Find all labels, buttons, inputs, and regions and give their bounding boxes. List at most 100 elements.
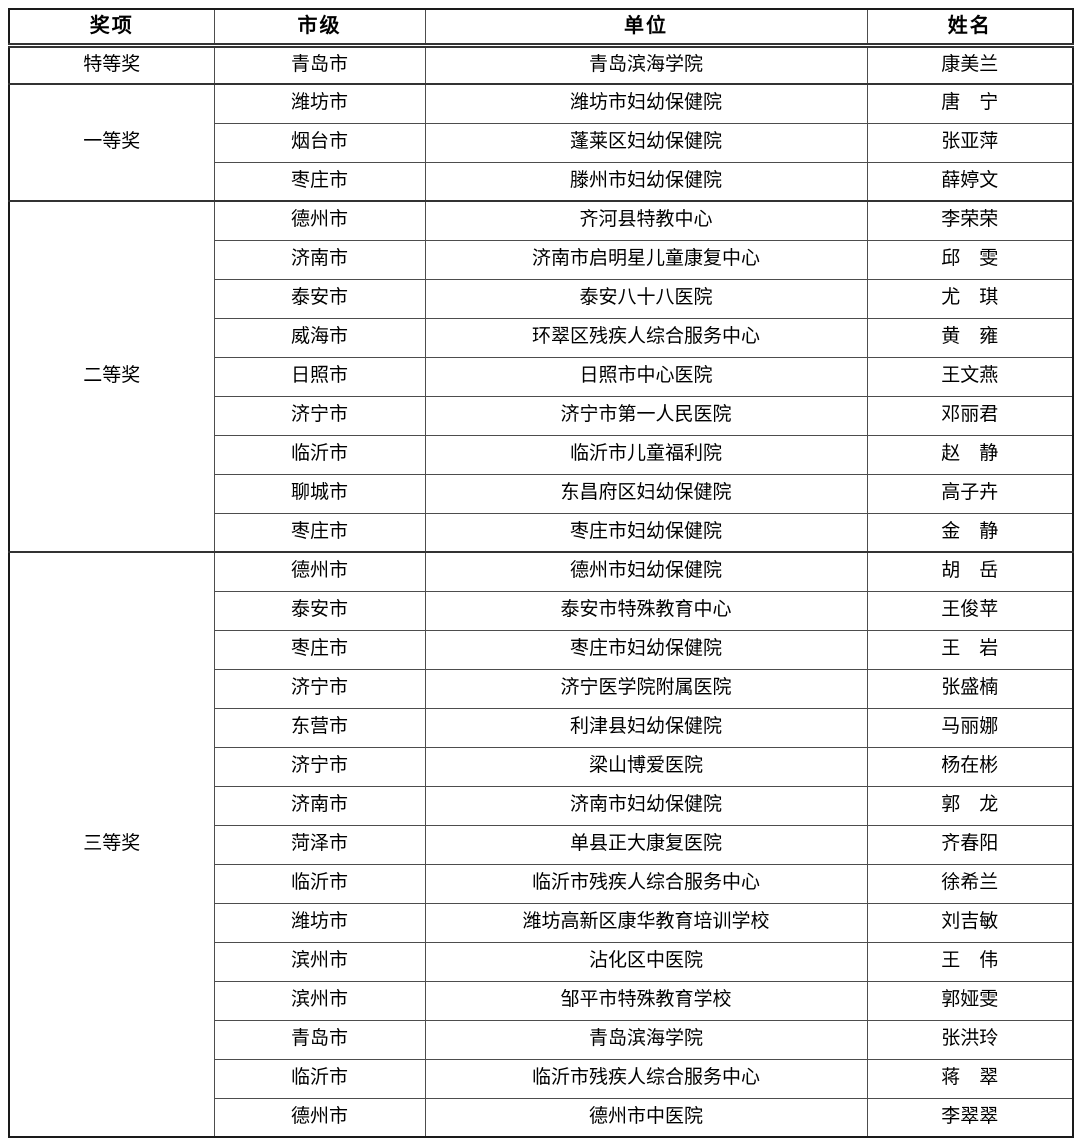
city-cell: 菏泽市 [213,824,426,865]
name-cell: 张亚萍 [866,122,1074,163]
unit-cell: 泰安八十八医院 [424,278,868,319]
city-cell: 烟台市 [213,122,426,163]
city-cell: 泰安市 [213,590,426,631]
unit-cell: 济宁市第一人民医院 [424,395,868,436]
table-row: 滨州市 沾化区中医院王 伟 [9,941,1074,982]
header-cell-name: 姓名 [866,8,1074,48]
unit-cell: 单县正大康复医院 [424,824,868,865]
unit-cell: 潍坊市妇幼保健院 [424,83,868,124]
unit-cell: 日照市中心医院 [424,356,868,397]
name-cell: 王 岩 [866,629,1074,670]
table-row: 青岛市 青岛滨海学院 张洪玲 [9,1019,1074,1060]
header-cell-award: 奖项 [8,8,215,48]
name-cell: 薛婷文 [866,161,1074,202]
name-cell: 马丽娜 [866,707,1074,748]
name-cell: 李翠翠 [866,1097,1074,1138]
name-cell: 高子卉 [866,473,1074,514]
unit-cell: 枣庄市妇幼保健院 [424,512,868,553]
unit-cell: 沾化区中医院 [424,941,868,982]
name-cell: 徐希兰 [866,863,1074,904]
unit-cell: 齐河县特教中心 [424,200,868,241]
name-cell: 郭 龙 [866,785,1074,826]
table-row: 泰安市 泰安八十八医院尤 琪 [9,278,1074,319]
name-cell: 刘吉敏 [866,902,1074,943]
table-row: 枣庄市 滕州市妇幼保健院 薛婷文 [9,161,1074,202]
table-row: 日照市 日照市中心医院 王文燕 [9,356,1074,397]
header-cell-city: 市级 [213,8,426,48]
name-cell: 康美兰 [866,44,1074,85]
city-cell: 临沂市 [213,863,426,904]
name-cell: 郭娅雯 [866,980,1074,1021]
table-row: 济南市 济南市妇幼保健院郭 龙 [9,785,1074,826]
city-cell: 德州市 [213,200,426,241]
city-cell: 德州市 [213,1097,426,1138]
table-row: 德州市 德州市中医院 李翠翠 [9,1097,1074,1138]
city-cell: 潍坊市 [213,902,426,943]
name-cell: 王俊苹 [866,590,1074,631]
header-cell-unit: 单位 [424,8,868,48]
awards-table: 奖项 市级 单位 姓名 特等奖 青岛市 青岛滨海学院 康美兰 一等奖 潍坊市 潍坊市妇幼保健… [8,8,1074,1138]
city-cell: 枣庄市 [213,629,426,670]
city-cell: 枣庄市 [213,161,426,202]
unit-cell: 青岛滨海学院 [424,1019,868,1060]
unit-cell: 梁山博爱医院 [424,746,868,787]
table-row: 济宁市 济宁市第一人民医院 邓丽君 [9,395,1074,436]
award-group-cell: 三等奖 [8,551,215,1138]
name-cell: 杨在彬 [866,746,1074,787]
city-cell: 济南市 [213,785,426,826]
name-cell: 张盛楠 [866,668,1074,709]
city-cell: 济宁市 [213,395,426,436]
name-cell: 黄 雍 [866,317,1074,358]
city-cell: 青岛市 [213,44,426,85]
city-cell: 泰安市 [213,278,426,319]
name-cell: 胡 岳 [866,551,1074,592]
city-cell: 青岛市 [213,1019,426,1060]
unit-cell: 济南市妇幼保健院 [424,785,868,826]
table-row: 二等奖 德州市 齐河县特教中心 李荣荣 [8,200,1074,553]
table-row: 济宁市 梁山博爱医院 杨在彬 [9,746,1074,787]
unit-cell: 济南市启明星儿童康复中心 [424,239,868,280]
award-group-cell: 二等奖 [8,200,215,553]
table-row: 菏泽市 单县正大康复医院 齐春阳 [9,824,1074,865]
name-cell: 邓丽君 [866,395,1074,436]
name-cell: 金 静 [866,512,1074,553]
unit-cell: 青岛滨海学院 [424,44,868,85]
table-row: 潍坊市 潍坊高新区康华教育培训学校 刘吉敏 [9,902,1074,943]
city-cell: 济宁市 [213,668,426,709]
unit-cell: 临沂市残疾人综合服务中心 [424,863,868,904]
city-cell: 济宁市 [213,746,426,787]
name-cell: 王 伟 [866,941,1074,982]
award-group-cell: 特等奖 [8,44,215,85]
name-cell: 赵 静 [866,434,1074,475]
city-cell: 德州市 [213,551,426,592]
table-row: 临沂市 临沂市残疾人综合服务中心 徐希兰 [9,863,1074,904]
unit-cell: 德州市中医院 [424,1097,868,1138]
city-cell: 东营市 [213,707,426,748]
unit-cell: 潍坊高新区康华教育培训学校 [424,902,868,943]
table-row: 一等奖 潍坊市 潍坊市妇幼保健院唐 宁 [8,83,1074,202]
table-row: 济南市 济南市启明星儿童康复中心邱 雯 [9,239,1074,280]
unit-cell: 蓬莱区妇幼保健院 [424,122,868,163]
table-row: 枣庄市 枣庄市妇幼保健院金 静 [9,512,1074,553]
city-cell: 济南市 [213,239,426,280]
table-row: 烟台市 蓬莱区妇幼保健院 张亚萍 [9,122,1074,163]
city-cell: 枣庄市 [213,512,426,553]
table-body: 特等奖 青岛市 青岛滨海学院 康美兰 一等奖 潍坊市 潍坊市妇幼保健院唐 宁烟台市 蓬莱区妇幼… [8,44,1074,1138]
city-cell: 滨州市 [213,980,426,1021]
city-cell: 日照市 [213,356,426,397]
name-cell: 邱 雯 [866,239,1074,280]
city-cell: 滨州市 [213,941,426,982]
table-row: 三等奖 德州市 德州市妇幼保健院胡 岳 [8,551,1074,1138]
city-cell: 聊城市 [213,473,426,514]
name-cell: 齐春阳 [866,824,1074,865]
unit-cell: 邹平市特殊教育学校 [424,980,868,1021]
table-row: 威海市 环翠区残疾人综合服务中心黄 雍 [9,317,1074,358]
name-cell: 张洪玲 [866,1019,1074,1060]
unit-cell: 临沂市儿童福利院 [424,434,868,475]
unit-cell: 利津县妇幼保健院 [424,707,868,748]
table-row: 聊城市 东昌府区妇幼保健院 高子卉 [9,473,1074,514]
award-group-cell: 一等奖 [8,83,215,202]
name-cell: 李荣荣 [866,200,1074,241]
unit-cell: 泰安市特殊教育中心 [424,590,868,631]
